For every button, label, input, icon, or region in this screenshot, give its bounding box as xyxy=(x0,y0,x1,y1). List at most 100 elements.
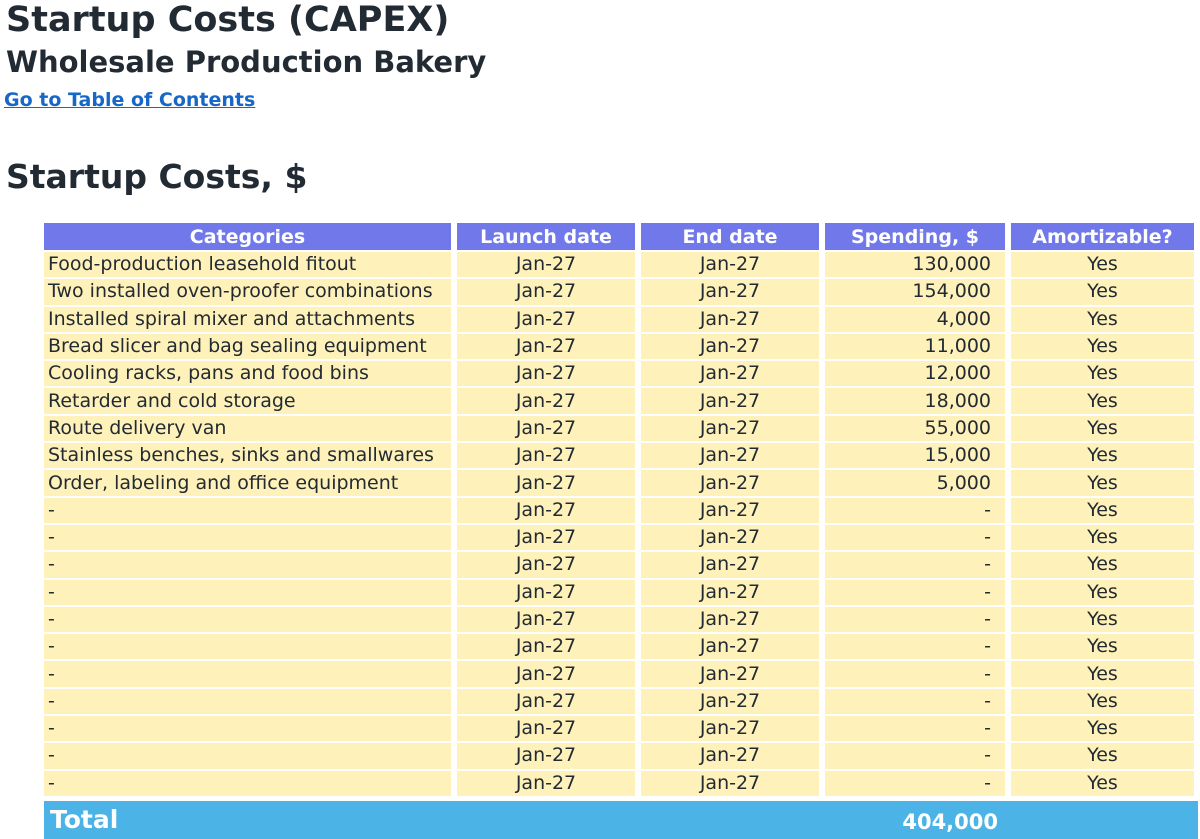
category-cell[interactable]: Two installed oven-proofer combinations xyxy=(44,279,451,305)
category-cell[interactable]: - xyxy=(44,716,451,742)
category-cell[interactable]: Order, labeling and office equipment xyxy=(44,470,451,496)
launch-date-cell[interactable]: Jan-27 xyxy=(457,579,635,605)
spending-cell[interactable]: 11,000 xyxy=(825,333,1005,360)
category-cell[interactable]: Installed spiral mixer and attachments xyxy=(44,306,451,332)
end-date-cell[interactable]: Jan-27 xyxy=(641,333,819,360)
end-date-cell[interactable]: Jan-27 xyxy=(641,252,819,278)
end-date-cell[interactable]: Jan-27 xyxy=(641,770,819,796)
amortizable-cell[interactable]: Yes xyxy=(1011,743,1194,769)
end-date-cell[interactable]: Jan-27 xyxy=(641,361,819,387)
launch-date-cell[interactable]: Jan-27 xyxy=(457,716,635,742)
category-cell[interactable]: - xyxy=(44,770,451,796)
category-cell[interactable]: - xyxy=(44,579,451,605)
launch-date-cell[interactable]: Jan-27 xyxy=(457,661,635,687)
category-cell[interactable]: - xyxy=(44,661,451,687)
end-date-cell[interactable]: Jan-27 xyxy=(641,552,819,578)
amortizable-cell[interactable]: Yes xyxy=(1011,306,1194,332)
launch-date-cell[interactable]: Jan-27 xyxy=(457,415,635,442)
launch-date-cell[interactable]: Jan-27 xyxy=(457,306,635,332)
amortizable-cell[interactable]: Yes xyxy=(1011,552,1194,578)
amortizable-cell[interactable]: Yes xyxy=(1011,279,1194,305)
spending-cell[interactable]: 130,000 xyxy=(825,252,1005,278)
category-cell[interactable]: Food-production leasehold fitout xyxy=(44,252,451,278)
category-cell[interactable]: Stainless benches, sinks and smallwares xyxy=(44,443,451,469)
end-date-cell[interactable]: Jan-27 xyxy=(641,524,819,551)
spending-cell[interactable]: - xyxy=(825,524,1005,551)
launch-date-cell[interactable]: Jan-27 xyxy=(457,279,635,305)
amortizable-cell[interactable]: Yes xyxy=(1011,415,1194,442)
spending-cell[interactable]: 12,000 xyxy=(825,361,1005,387)
category-cell[interactable]: - xyxy=(44,634,451,660)
amortizable-cell[interactable]: Yes xyxy=(1011,333,1194,360)
launch-date-cell[interactable]: Jan-27 xyxy=(457,688,635,715)
launch-date-cell[interactable]: Jan-27 xyxy=(457,443,635,469)
category-cell[interactable]: Retarder and cold storage xyxy=(44,388,451,414)
end-date-cell[interactable]: Jan-27 xyxy=(641,716,819,742)
spending-cell[interactable]: - xyxy=(825,497,1005,523)
amortizable-cell[interactable]: Yes xyxy=(1011,606,1194,633)
category-cell[interactable]: - xyxy=(44,552,451,578)
spending-cell[interactable]: - xyxy=(825,552,1005,578)
amortizable-cell[interactable]: Yes xyxy=(1011,579,1194,605)
launch-date-cell[interactable]: Jan-27 xyxy=(457,333,635,360)
launch-date-cell[interactable]: Jan-27 xyxy=(457,388,635,414)
category-cell[interactable]: Cooling racks, pans and food bins xyxy=(44,361,451,387)
launch-date-cell[interactable]: Jan-27 xyxy=(457,606,635,633)
launch-date-cell[interactable]: Jan-27 xyxy=(457,770,635,796)
spending-cell[interactable]: - xyxy=(825,743,1005,769)
end-date-cell[interactable]: Jan-27 xyxy=(641,606,819,633)
end-date-cell[interactable]: Jan-27 xyxy=(641,688,819,715)
end-date-cell[interactable]: Jan-27 xyxy=(641,661,819,687)
table-of-contents-link[interactable]: Go to Table of Contents xyxy=(4,89,256,111)
launch-date-cell[interactable]: Jan-27 xyxy=(457,470,635,496)
end-date-cell[interactable]: Jan-27 xyxy=(641,470,819,496)
end-date-cell[interactable]: Jan-27 xyxy=(641,579,819,605)
amortizable-cell[interactable]: Yes xyxy=(1011,497,1194,523)
end-date-cell[interactable]: Jan-27 xyxy=(641,388,819,414)
amortizable-cell[interactable]: Yes xyxy=(1011,688,1194,715)
launch-date-cell[interactable]: Jan-27 xyxy=(457,252,635,278)
launch-date-cell[interactable]: Jan-27 xyxy=(457,361,635,387)
amortizable-cell[interactable]: Yes xyxy=(1011,524,1194,551)
category-cell[interactable]: - xyxy=(44,688,451,715)
amortizable-cell[interactable]: Yes xyxy=(1011,634,1194,660)
end-date-cell[interactable]: Jan-27 xyxy=(641,497,819,523)
amortizable-cell[interactable]: Yes xyxy=(1011,252,1194,278)
spending-cell[interactable]: - xyxy=(825,770,1005,796)
spending-cell[interactable]: 154,000 xyxy=(825,279,1005,305)
category-cell[interactable]: - xyxy=(44,606,451,633)
end-date-cell[interactable]: Jan-27 xyxy=(641,443,819,469)
amortizable-cell[interactable]: Yes xyxy=(1011,388,1194,414)
spending-cell[interactable]: - xyxy=(825,634,1005,660)
end-date-cell[interactable]: Jan-27 xyxy=(641,743,819,769)
launch-date-cell[interactable]: Jan-27 xyxy=(457,497,635,523)
launch-date-cell[interactable]: Jan-27 xyxy=(457,634,635,660)
spending-cell[interactable]: 18,000 xyxy=(825,388,1005,414)
spending-cell[interactable]: 55,000 xyxy=(825,415,1005,442)
spending-cell[interactable]: 5,000 xyxy=(825,470,1005,496)
amortizable-cell[interactable]: Yes xyxy=(1011,661,1194,687)
spending-cell[interactable]: - xyxy=(825,716,1005,742)
category-cell[interactable]: Route delivery van xyxy=(44,415,451,442)
category-cell[interactable]: - xyxy=(44,524,451,551)
category-cell[interactable]: - xyxy=(44,743,451,769)
amortizable-cell[interactable]: Yes xyxy=(1011,770,1194,796)
amortizable-cell[interactable]: Yes xyxy=(1011,443,1194,469)
spending-cell[interactable]: 15,000 xyxy=(825,443,1005,469)
amortizable-cell[interactable]: Yes xyxy=(1011,361,1194,387)
end-date-cell[interactable]: Jan-27 xyxy=(641,634,819,660)
spending-cell[interactable]: - xyxy=(825,606,1005,633)
category-cell[interactable]: - xyxy=(44,497,451,523)
amortizable-cell[interactable]: Yes xyxy=(1011,716,1194,742)
end-date-cell[interactable]: Jan-27 xyxy=(641,306,819,332)
spending-cell[interactable]: 4,000 xyxy=(825,306,1005,332)
end-date-cell[interactable]: Jan-27 xyxy=(641,415,819,442)
spending-cell[interactable]: - xyxy=(825,661,1005,687)
end-date-cell[interactable]: Jan-27 xyxy=(641,279,819,305)
spending-cell[interactable]: - xyxy=(825,579,1005,605)
launch-date-cell[interactable]: Jan-27 xyxy=(457,524,635,551)
amortizable-cell[interactable]: Yes xyxy=(1011,470,1194,496)
launch-date-cell[interactable]: Jan-27 xyxy=(457,552,635,578)
launch-date-cell[interactable]: Jan-27 xyxy=(457,743,635,769)
spending-cell[interactable]: - xyxy=(825,688,1005,715)
